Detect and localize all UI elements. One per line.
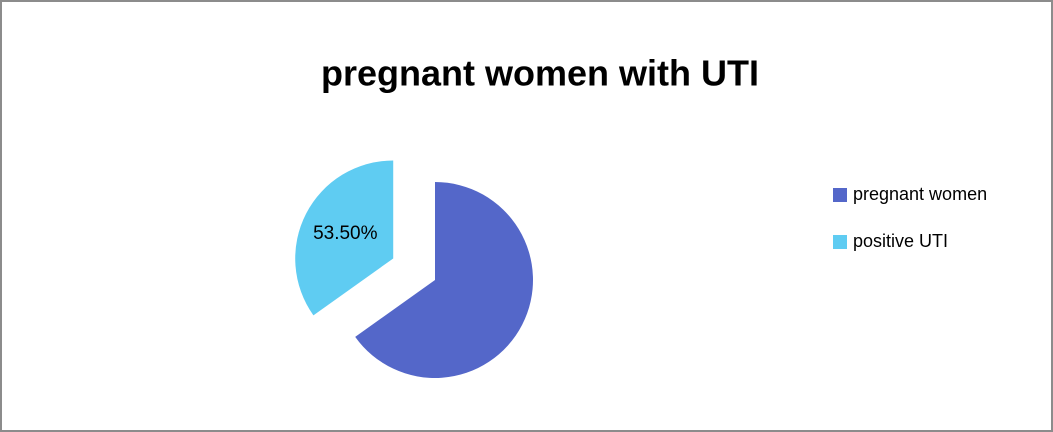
pie-slice [295,160,394,316]
legend-label: pregnant women [853,184,987,204]
legend-swatch [833,188,847,202]
chart-title: pregnant women with UTI [321,53,759,94]
legend-swatch [833,235,847,249]
data-label: 53.50% [313,223,378,244]
pie-slice [355,182,534,378]
legend-label: positive UTI [853,231,948,251]
